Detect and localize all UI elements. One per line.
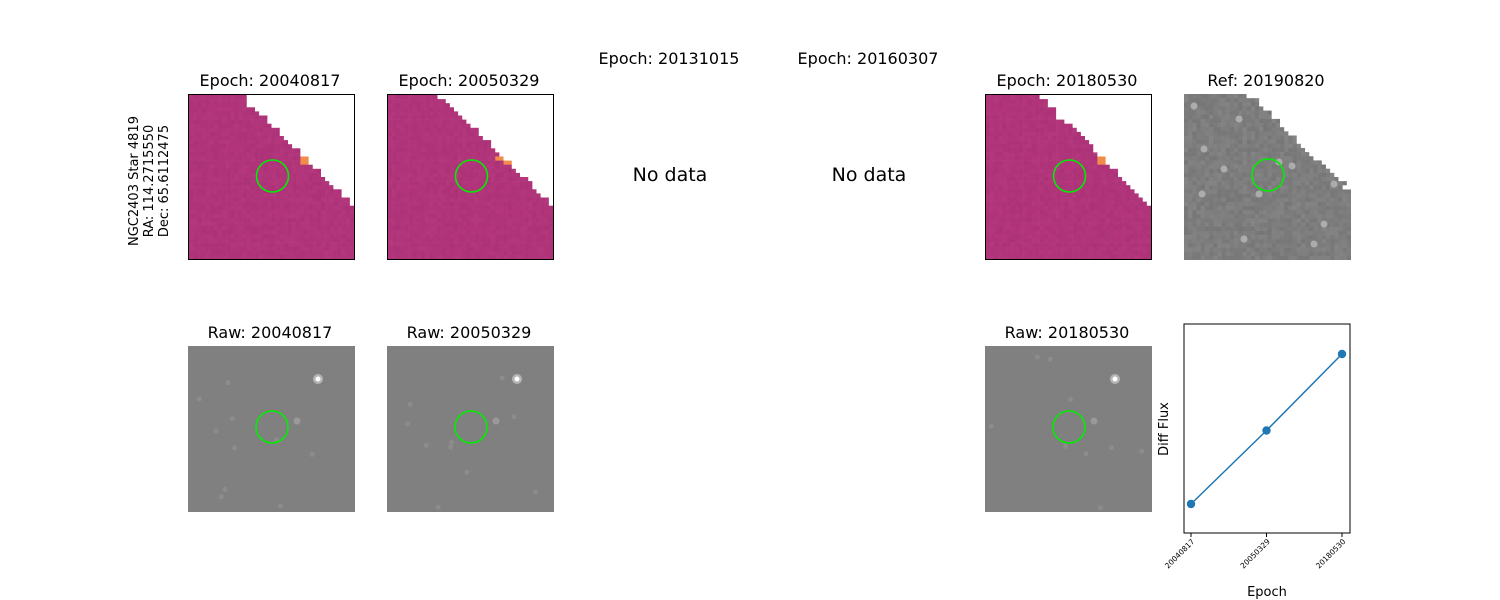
aperture-circle — [454, 159, 489, 193]
aperture-circle — [1251, 158, 1285, 192]
target-name: NGC2403 Star 4819 — [127, 116, 142, 246]
aperture-circle — [255, 159, 290, 193]
data-point — [1262, 426, 1271, 435]
x-tick-label: 20180530 — [1314, 537, 1348, 571]
panel-title-epoch-4: Epoch: 20160307 — [797, 49, 939, 68]
aperture-circle — [255, 410, 289, 444]
diff-image-epoch-5 — [985, 94, 1152, 260]
panel-title-epoch-5: Epoch: 20180530 — [996, 71, 1138, 90]
target-ra: RA: 114.2715550 — [142, 124, 157, 238]
panel-title-epoch-1: Epoch: 20040817 — [199, 71, 341, 90]
panel-title-raw-2: Raw: 20050329 — [406, 323, 532, 342]
data-point — [1186, 499, 1196, 509]
aperture-circle — [1052, 410, 1086, 444]
data-point — [1337, 349, 1347, 359]
raw-image-epoch-1 — [188, 346, 355, 512]
target-info-label: NGC2403 Star 4819 RA: 114.2715550 Dec: 6… — [127, 116, 172, 246]
light-curve-chart: 20040817 20050329 20180530 Diff Flux Epoch — [1157, 323, 1351, 600]
x-axis-label: Epoch — [1247, 585, 1287, 600]
raw-image-epoch-5 — [985, 346, 1152, 512]
panel-title-raw-1: Raw: 20040817 — [207, 323, 333, 342]
aperture-circle — [454, 410, 488, 444]
panel-title-reference: Ref: 20190820 — [1207, 71, 1325, 90]
target-dec: Dec: 65.6112475 — [157, 124, 172, 238]
raw-image-epoch-2 — [387, 346, 554, 512]
panel-title-raw-5: Raw: 20180530 — [1004, 323, 1130, 342]
x-tick-label: 20050329 — [1239, 537, 1273, 571]
y-axis-label: Diff Flux — [1157, 402, 1172, 456]
panel-title-epoch-2: Epoch: 20050329 — [398, 71, 540, 90]
no-data-epoch-3: No data — [632, 164, 708, 186]
aperture-circle — [1052, 159, 1087, 193]
panel-title-epoch-3: Epoch: 20131015 — [598, 49, 740, 68]
x-tick-label: 20040817 — [1163, 537, 1197, 571]
reference-image — [1184, 94, 1351, 260]
no-data-epoch-4: No data — [831, 164, 907, 186]
diff-image-epoch-1 — [188, 94, 355, 260]
diff-image-epoch-2 — [387, 94, 554, 260]
